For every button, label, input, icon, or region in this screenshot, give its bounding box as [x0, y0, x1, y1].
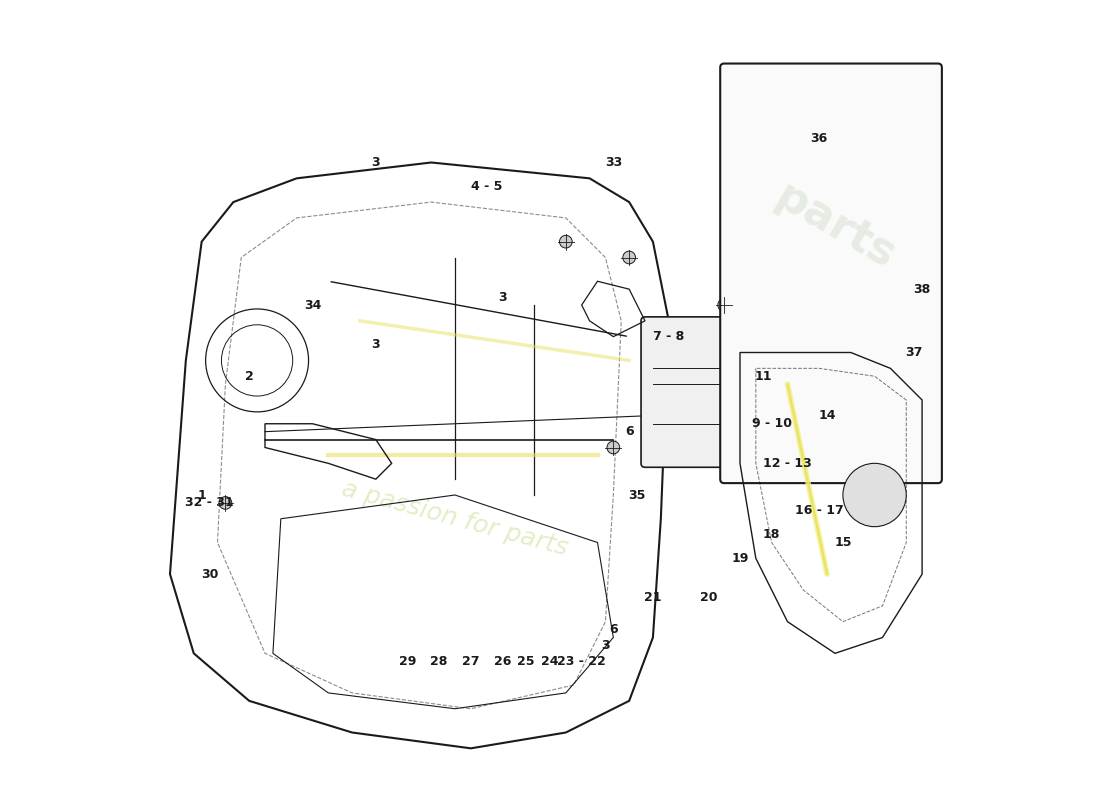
Text: 30: 30 [201, 568, 218, 581]
Text: 19: 19 [732, 552, 749, 565]
Text: 9 - 10: 9 - 10 [751, 418, 792, 430]
Circle shape [623, 251, 636, 264]
Text: 36: 36 [811, 132, 828, 146]
Text: 15: 15 [834, 536, 851, 549]
FancyBboxPatch shape [798, 267, 865, 359]
Circle shape [219, 497, 232, 510]
Text: 27: 27 [462, 654, 480, 668]
Text: 35: 35 [628, 489, 646, 502]
FancyBboxPatch shape [720, 63, 942, 483]
Text: a passion for parts: a passion for parts [339, 477, 571, 561]
Circle shape [560, 235, 572, 248]
Text: 6: 6 [625, 425, 634, 438]
Text: 6: 6 [609, 623, 617, 636]
Text: 12 - 13: 12 - 13 [763, 457, 812, 470]
Text: 29: 29 [399, 654, 416, 668]
Text: 38: 38 [913, 282, 931, 296]
Text: 16 - 17: 16 - 17 [795, 504, 844, 518]
Text: 28: 28 [430, 654, 448, 668]
Text: 32 - 31: 32 - 31 [185, 497, 234, 510]
Text: 24: 24 [541, 654, 559, 668]
Circle shape [843, 463, 906, 526]
Text: 25: 25 [517, 654, 535, 668]
Text: 20: 20 [700, 591, 717, 605]
Text: 7 - 8: 7 - 8 [653, 330, 684, 343]
Text: parts: parts [768, 174, 903, 278]
Text: 3: 3 [372, 338, 381, 351]
Text: 3: 3 [601, 639, 609, 652]
Text: 34: 34 [304, 298, 321, 311]
Text: 33: 33 [605, 156, 621, 169]
Text: 37: 37 [905, 346, 923, 359]
Text: 21: 21 [645, 591, 662, 605]
Circle shape [718, 298, 730, 311]
Text: 18: 18 [763, 528, 780, 541]
Text: 1: 1 [197, 489, 206, 502]
Text: 14: 14 [818, 410, 836, 422]
Text: 3: 3 [372, 156, 381, 169]
Text: 23 - 22: 23 - 22 [558, 654, 606, 668]
Text: 11: 11 [755, 370, 772, 382]
Text: 4 - 5: 4 - 5 [471, 180, 503, 193]
FancyBboxPatch shape [641, 317, 744, 467]
Text: 26: 26 [494, 654, 512, 668]
Circle shape [607, 441, 619, 454]
Text: 2: 2 [245, 370, 253, 382]
Text: 3: 3 [498, 290, 507, 303]
